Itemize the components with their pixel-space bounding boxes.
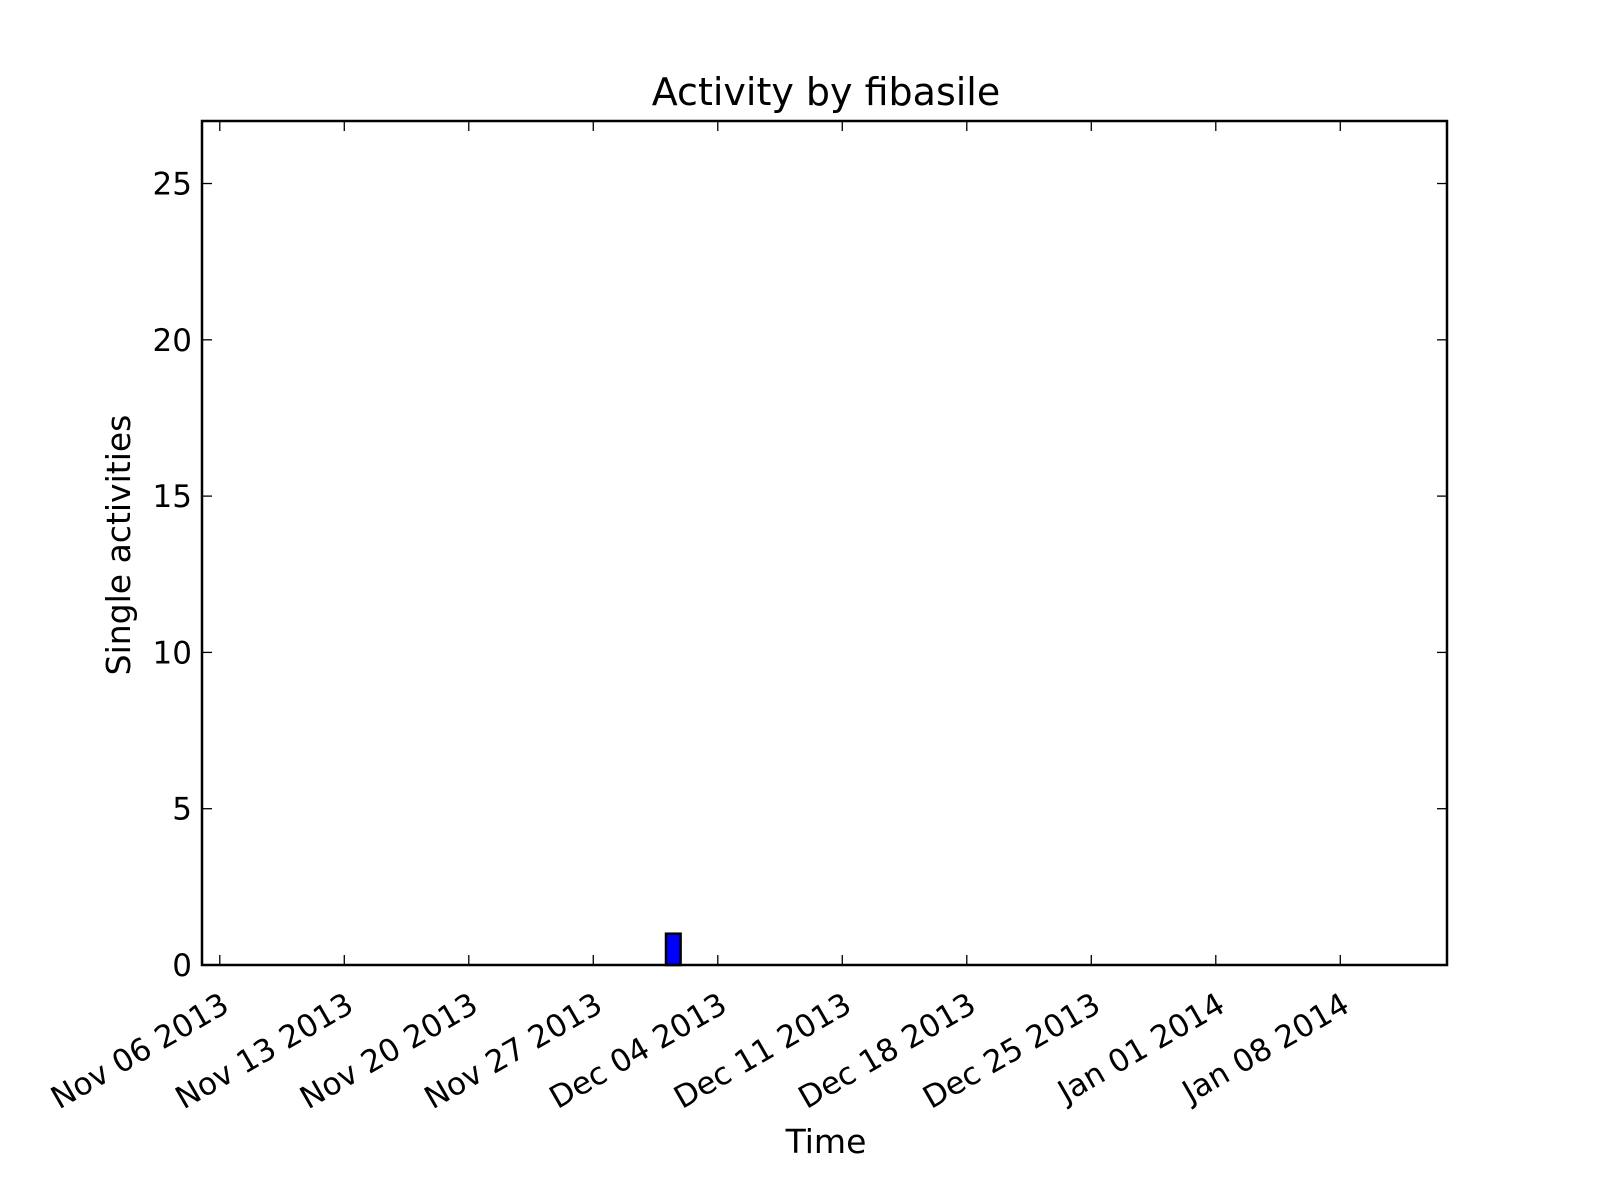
plot-frame [200, 119, 1449, 967]
y-tick-label: 0 [172, 948, 192, 984]
y-tick-label: 15 [153, 479, 192, 515]
y-tick-label: 25 [153, 167, 192, 203]
y-tick-label: 10 [153, 635, 192, 671]
y-tick-label: 5 [172, 792, 192, 828]
x-axis-label: Time [785, 1122, 867, 1161]
chart-title: Activity by fibasile [652, 70, 1001, 114]
y-tick-label: 20 [153, 323, 192, 359]
y-axis-label: Single activities [99, 415, 138, 676]
bar-2013-12-01 [664, 932, 682, 967]
